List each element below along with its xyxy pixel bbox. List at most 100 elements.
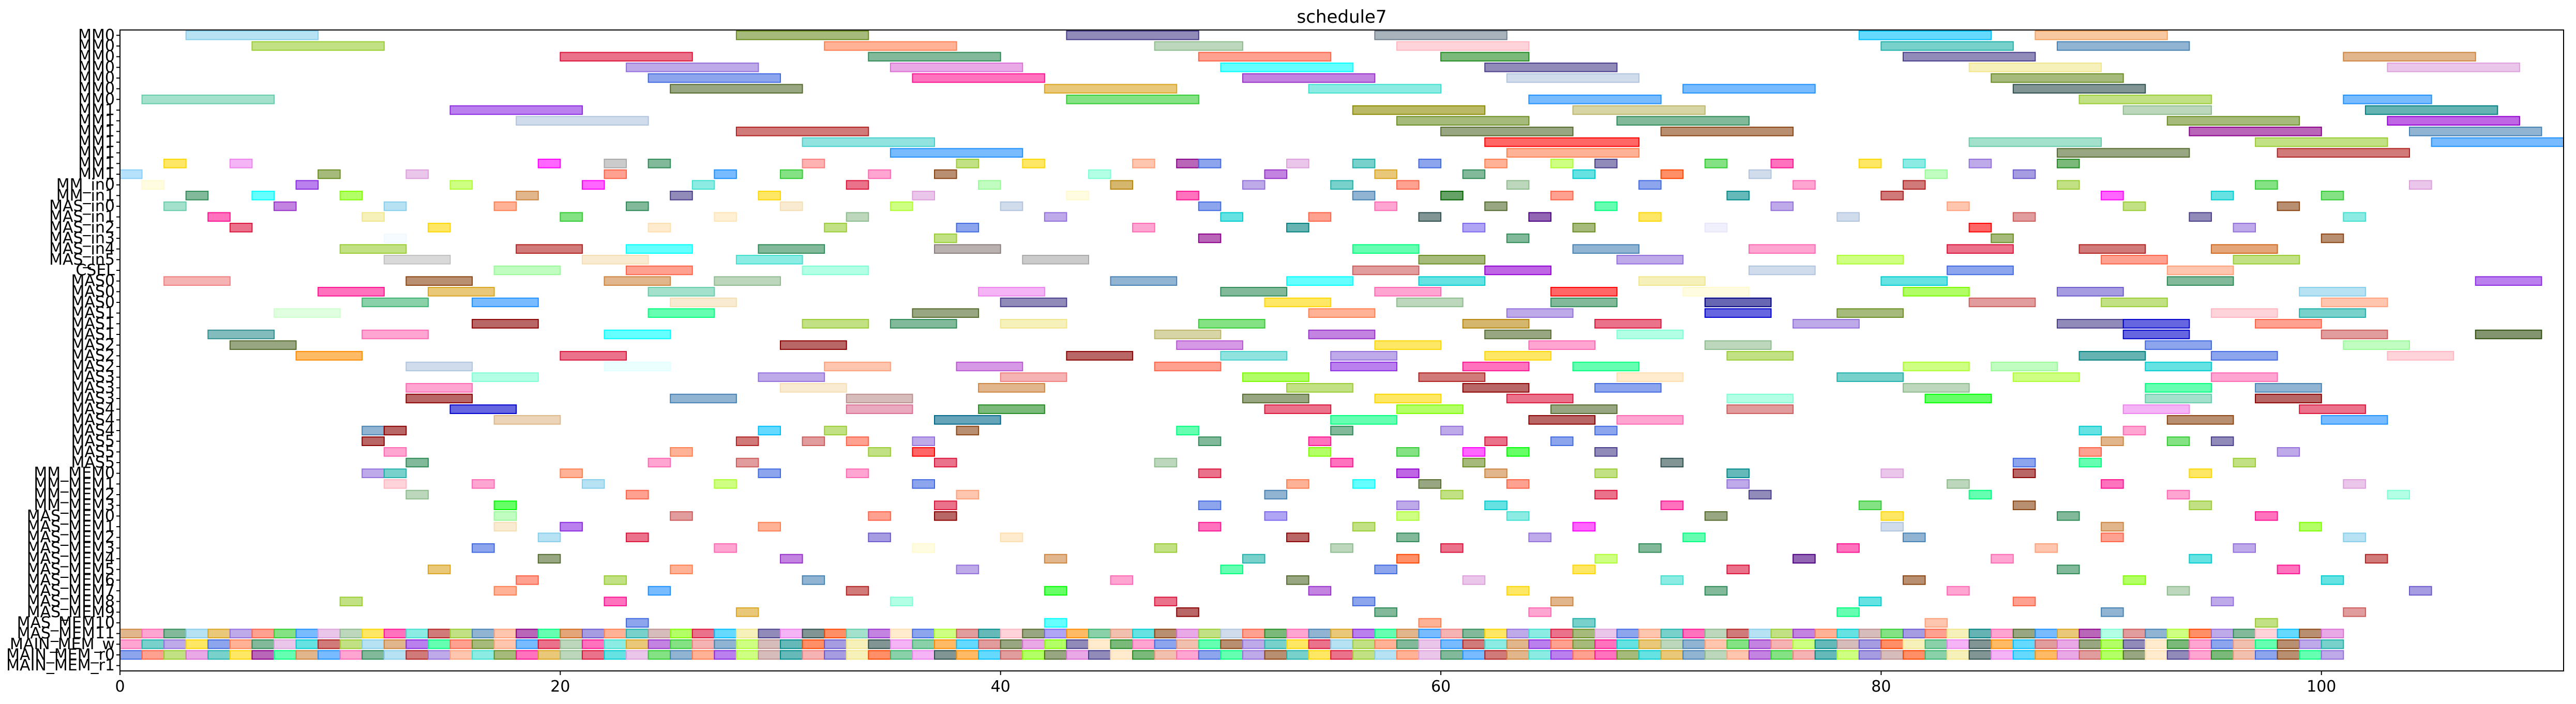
task-bar [560, 212, 583, 222]
task-bar [934, 639, 957, 649]
task-bar [670, 84, 803, 94]
task-bar [2166, 116, 2300, 126]
x-tick-label: 20 [550, 678, 570, 696]
task-bar [934, 457, 957, 468]
task-bar [2122, 575, 2146, 585]
task-bar [1638, 639, 1662, 649]
task-bar [141, 650, 165, 660]
task-bar [1550, 287, 1618, 297]
task-bar [824, 629, 847, 638]
task-bar [1396, 180, 1420, 190]
task-bar [691, 629, 715, 638]
task-bar [868, 447, 891, 457]
task-bar [1374, 629, 1397, 638]
task-bar [1396, 468, 1420, 478]
task-bar [2101, 297, 2168, 308]
task-bar [934, 650, 957, 660]
task-bar [2255, 618, 2278, 628]
task-bar [758, 522, 781, 532]
task-bar [735, 436, 759, 446]
task-bar [1947, 201, 1970, 211]
task-bar [2101, 479, 2124, 489]
task-bar [1880, 276, 1948, 286]
task-bar [1440, 543, 1464, 553]
y-tick-label: MM_MEM1 [34, 475, 115, 493]
task-bar [1704, 159, 1728, 169]
task-bar [1616, 329, 1684, 340]
task-bar [934, 233, 957, 243]
task-bar [1572, 105, 1706, 115]
task-bar [1000, 650, 1023, 660]
task-bar [339, 244, 407, 254]
task-bar [383, 479, 407, 489]
task-bar [1044, 554, 1067, 564]
task-bar [1022, 629, 1045, 638]
task-bar [1198, 522, 1222, 532]
task-bar [405, 276, 473, 286]
task-bar [1308, 639, 1332, 649]
task-bar [912, 479, 935, 489]
task-bar [1528, 95, 1662, 104]
task-bar [1550, 629, 1574, 638]
task-bar [383, 201, 407, 211]
task-bar [295, 629, 319, 638]
task-bar [647, 629, 671, 638]
task-bar [1902, 287, 1970, 297]
task-bar [560, 522, 583, 532]
task-bar [493, 629, 517, 638]
task-bar [604, 575, 627, 585]
task-bar [2299, 650, 2322, 660]
task-bar [2321, 329, 2388, 340]
task-bar [2145, 340, 2212, 350]
task-bar [1022, 650, 1045, 660]
task-bar [604, 169, 627, 179]
task-bar [978, 650, 1001, 660]
task-bar [1176, 425, 1199, 436]
task-bar [537, 629, 561, 638]
task-bar [735, 457, 759, 468]
task-bar [2210, 596, 2234, 606]
task-bar [361, 639, 385, 649]
task-bar [493, 500, 517, 510]
y-tick-label: MAS5 [71, 443, 115, 461]
task-bar [890, 201, 913, 211]
task-bar [1440, 425, 1464, 436]
task-bar [1308, 308, 1376, 318]
task-bar [2145, 629, 2168, 638]
task-bar [493, 415, 561, 425]
task-bar [1242, 650, 1266, 660]
task-bar [1506, 479, 1530, 489]
task-bar [560, 351, 627, 361]
task-bar [229, 159, 253, 169]
task-bar [1682, 629, 1706, 638]
task-bar [1594, 639, 1618, 649]
y-tick-label: MAIN_MEM_w [10, 635, 115, 653]
task-bar [1396, 404, 1464, 414]
y-tick-label: MAS0 [71, 294, 115, 312]
task-bar [1726, 564, 1750, 574]
task-bar [472, 543, 495, 553]
task-bar [1440, 650, 1464, 660]
task-bar [714, 479, 737, 489]
task-bar [207, 629, 231, 638]
task-bar [1396, 447, 1420, 457]
task-bar [758, 629, 781, 638]
task-bar [1176, 607, 1199, 617]
task-bar [119, 169, 143, 179]
task-bar [1418, 650, 1442, 660]
y-tick-label: MM1 [78, 101, 115, 119]
task-bar [1682, 84, 1816, 94]
task-bar [2255, 650, 2278, 660]
task-bar [1858, 639, 1882, 649]
task-bar [2364, 105, 2498, 115]
task-bar [1792, 650, 1816, 660]
task-bar [1968, 223, 1992, 233]
task-bar [670, 297, 737, 308]
task-bar [1242, 372, 1309, 382]
task-bar [1000, 201, 1023, 211]
task-bar [2078, 650, 2102, 660]
task-bar [1000, 297, 1067, 308]
task-bar [735, 650, 759, 660]
task-bar [1924, 650, 1948, 660]
task-bar [802, 650, 825, 660]
